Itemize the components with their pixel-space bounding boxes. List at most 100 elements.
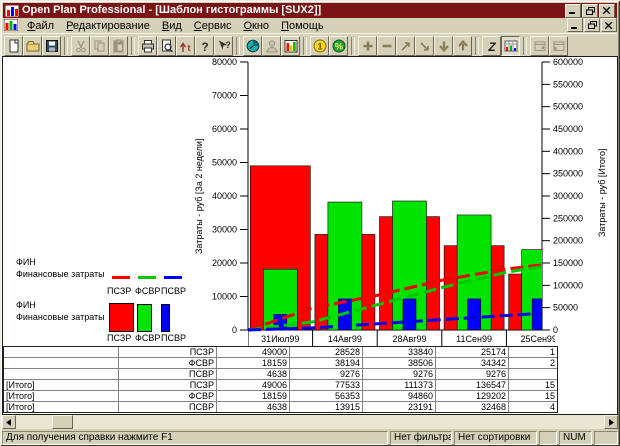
legend-bars-item-fsvr: ФСВР	[135, 333, 161, 343]
svg-text:20000: 20000	[212, 258, 237, 268]
restore-icon	[585, 6, 595, 15]
mdi-close-button[interactable]	[601, 18, 617, 32]
new-icon	[9, 39, 18, 52]
update-button[interactable]: t	[176, 35, 195, 56]
arrow-ne-button[interactable]	[396, 35, 415, 56]
legend-line-swatch-green	[138, 276, 156, 279]
copy-button	[90, 35, 109, 56]
cell-resource: ПСВР	[118, 369, 216, 379]
svg-text:70000: 70000	[212, 91, 237, 101]
mdi-minimize-button[interactable]	[567, 18, 583, 32]
plus-button[interactable]	[358, 35, 377, 56]
open-button[interactable]	[23, 35, 42, 56]
cell-value: 9276	[435, 369, 508, 379]
horizontal-scrollbar[interactable]	[2, 415, 618, 429]
print-icon	[141, 39, 154, 52]
arrow-down-button[interactable]	[434, 35, 453, 56]
legend-bars-item-pszr: ПСЗР	[107, 333, 132, 343]
cell-resource: ФСВР	[118, 358, 216, 368]
table-row[interactable]: [Итого] ПСЗР 49006 77533 111373 136547 15	[4, 379, 557, 390]
window-restore-icon	[553, 41, 564, 51]
histogram-chart: 0 10000 20000 30000 40000 50000 60000 70000 8000…	[212, 57, 583, 347]
cell-value: 136547	[435, 380, 508, 390]
histogram-view-button[interactable]	[501, 35, 520, 56]
status-empty-2	[594, 431, 618, 445]
zoom-z-button[interactable]: Z	[482, 35, 501, 56]
percent-button[interactable]: %	[329, 35, 348, 56]
scroll-right-button[interactable]	[604, 415, 618, 429]
table-row[interactable]: ПСВР 4638 9276 9276 9276	[4, 368, 557, 379]
menu-file[interactable]: Файл	[27, 20, 55, 32]
cell-value: 25174	[435, 347, 508, 357]
minus-button[interactable]	[377, 35, 396, 56]
legend-lines-group: ФИН	[16, 257, 36, 267]
resource-icon	[265, 39, 278, 52]
cell-value: 28528	[289, 347, 362, 357]
menu-edit[interactable]: Редактирование	[66, 20, 150, 32]
new-button[interactable]	[4, 35, 23, 56]
mdi-restore-button[interactable]	[584, 18, 600, 32]
histogram-button[interactable]	[281, 35, 300, 56]
menu-help[interactable]: Помощь	[281, 20, 324, 32]
context-help-icon: ?	[218, 40, 230, 50]
scrollbar-thumb[interactable]	[52, 415, 73, 429]
cell-value: 49006	[216, 380, 289, 390]
context-help-button[interactable]: ?	[214, 35, 233, 56]
menu-window[interactable]: Окно	[243, 20, 270, 32]
cell-group: [Итого]	[6, 391, 35, 401]
svg-text:30000: 30000	[212, 225, 237, 235]
restore-button[interactable]	[582, 3, 598, 18]
legend-lines-label: Финансовые затраты	[16, 269, 105, 279]
time-clock-button[interactable]	[243, 35, 262, 56]
cell-resource: ПСЗР	[118, 380, 216, 390]
legend-bar-swatch-blue	[161, 304, 170, 332]
cell-resource: ПСЗР	[118, 347, 216, 357]
date-label-2: 28Авг99	[392, 334, 426, 344]
print-preview-button[interactable]	[157, 35, 176, 56]
toolbar-separator	[131, 36, 135, 55]
chart-date-row: 31Июл99 14Авг99 28Авг99 11Сен99 25Сен99	[248, 330, 555, 347]
cell-value: 9276	[362, 369, 435, 379]
close-button[interactable]	[599, 3, 615, 18]
date-label-1: 14Авг99	[328, 334, 362, 344]
minimize-button[interactable]	[565, 3, 581, 18]
zoom-z-icon: Z	[487, 40, 496, 53]
menu-tools[interactable]: Сервис	[193, 20, 232, 32]
scroll-left-button[interactable]	[2, 415, 16, 429]
document-icon[interactable]	[4, 19, 18, 31]
resource-button	[262, 35, 281, 56]
svg-text:200000: 200000	[553, 236, 583, 246]
status-num-lock: NUM	[559, 431, 592, 445]
histogram-icon	[284, 39, 297, 52]
arrow-se-button[interactable]	[415, 35, 434, 56]
svg-text:0: 0	[232, 325, 237, 335]
date-label-0: 31Июл99	[261, 334, 299, 344]
window-title: Open Plan Professional - [Шаблон гистогр…	[22, 4, 322, 16]
cell-value: 1	[508, 347, 557, 357]
svg-text:40000: 40000	[212, 191, 237, 201]
help-button[interactable]: ?	[195, 35, 214, 56]
table-row[interactable]: ФСВР 18159 38194 38506 34342 2	[4, 357, 557, 368]
window-restore-button	[549, 35, 568, 56]
save-button[interactable]	[42, 35, 61, 56]
update-icon: t	[179, 41, 190, 53]
cell-value: 33840	[362, 347, 435, 357]
cell-value: 129202	[435, 391, 508, 401]
svg-text:450000: 450000	[553, 124, 583, 134]
table-row[interactable]: [Итого] ФСВР 18159 56353 94860 129202 15	[4, 390, 557, 401]
minimize-icon	[569, 12, 575, 14]
arrow-se-icon	[419, 41, 429, 51]
currency-button[interactable]: 1	[310, 35, 329, 56]
table-row[interactable]: [Итого] ПСВР 4638 13915 23191 32468 4	[4, 401, 557, 412]
menu-items: Файл Редактирование Вид Сервис Окно Помощь	[21, 16, 330, 34]
table-row[interactable]: ПСЗР 49000 28528 33840 25174 1	[4, 347, 557, 357]
svg-text:50000: 50000	[553, 303, 578, 313]
menu-view[interactable]: Вид	[161, 20, 182, 32]
arrow-up-button[interactable]	[453, 35, 472, 56]
line-ФСВР	[248, 264, 542, 332]
app-icon	[5, 4, 19, 17]
cell-group	[4, 369, 118, 379]
print-button[interactable]	[138, 35, 157, 56]
svg-text:400000: 400000	[553, 146, 583, 156]
